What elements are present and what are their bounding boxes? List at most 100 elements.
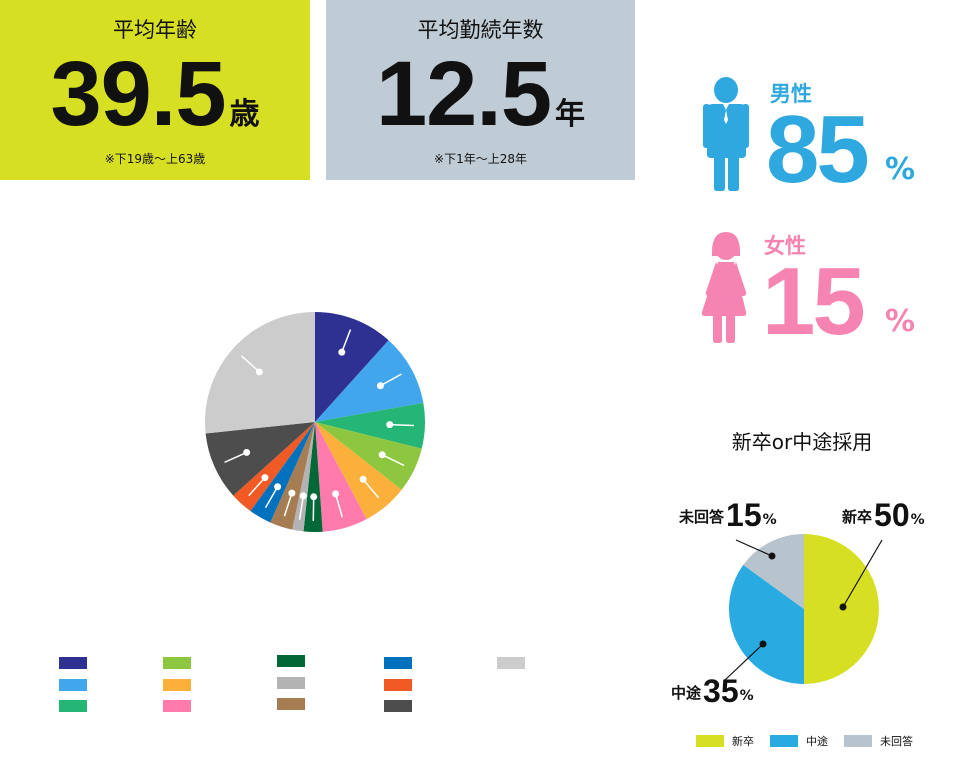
- hire-type-legend-midcareer: 中途: [770, 733, 828, 749]
- breakdown-pie-leader-4: [381, 454, 405, 467]
- hire-type-chart-title: 新卒or中途採用: [731, 430, 873, 454]
- breakdown-pie-slice-12: [205, 422, 315, 496]
- hire-type-legend-unanswered-swatch: [844, 735, 872, 747]
- male-label: 男性: [770, 82, 812, 106]
- hire-type-label-unanswered-name: 未回答: [679, 508, 725, 526]
- breakdown-legend-swatch-10: [384, 657, 412, 669]
- breakdown-legend-swatch-9: [277, 698, 305, 710]
- hire-type-legend-new-label: 新卒: [732, 735, 754, 748]
- breakdown-pie-leader-9: [283, 492, 293, 517]
- breakdown-legend-swatch-11: [384, 679, 412, 691]
- average-tenure-title: 平均勤続年数: [417, 18, 544, 42]
- breakdown-pie-dot-7: [310, 493, 318, 501]
- breakdown-pie-slice-6: [315, 422, 367, 532]
- breakdown-pie-slice-4: [315, 422, 422, 490]
- breakdown-pie-slice-7: [303, 422, 323, 533]
- average-age-title: 平均年齢: [113, 18, 197, 42]
- hire-type-label-unanswered: 未回答 15 %: [679, 497, 777, 533]
- average-age-unit: 歳: [229, 97, 260, 132]
- hire-type-label-midcareer: 中途 35 %: [671, 673, 754, 709]
- average-tenure-value: 12.5: [375, 43, 552, 145]
- breakdown-pie-slice-2: [315, 340, 424, 422]
- breakdown-pie-leader-2: [380, 373, 402, 387]
- hire-type-leader-unanswered: [735, 539, 773, 557]
- hire-type-legend-new: 新卒: [696, 733, 754, 749]
- hire-type-pie-slice-3: [743, 534, 804, 609]
- breakdown-pie-dot-1: [338, 348, 346, 356]
- breakdown-legend-swatch-6: [163, 700, 191, 712]
- hire-type-dot-unanswered: [768, 552, 776, 560]
- average-age-card: 平均年齢 39.5 歳 ※下19歳〜上63歳: [0, 0, 310, 180]
- hire-type-dot-new: [839, 603, 847, 611]
- breakdown-pie-leader-11: [248, 477, 266, 497]
- breakdown-pie-dot-9: [288, 489, 296, 497]
- breakdown-pie-slice-1: [315, 312, 389, 422]
- hire-type-leader-new: [842, 539, 883, 608]
- hire-type-label-midcareer-name: 中途: [671, 684, 702, 702]
- breakdown-legend-swatch-4: [163, 657, 191, 669]
- breakdown-pie-leader-6: [334, 493, 344, 518]
- breakdown-pie-slice-8: [292, 422, 315, 532]
- breakdown-pie-dot-8: [299, 492, 307, 500]
- breakdown-pie-dot-2: [376, 382, 384, 390]
- breakdown-pie-slice-9: [270, 422, 315, 530]
- breakdown-legend-swatch-3: [59, 700, 87, 712]
- breakdown-pie-leader-13: [240, 355, 260, 373]
- male-value: 85: [766, 96, 870, 203]
- average-age-value: 39.5: [50, 43, 226, 145]
- breakdown-pie-slice-3: [315, 402, 425, 449]
- male-unit: %: [885, 152, 916, 187]
- hire-type-label-new: 新卒 50 %: [842, 497, 925, 533]
- hire-type-label-unanswered-unit: %: [762, 512, 777, 528]
- breakdown-pie-leader-1: [341, 329, 352, 353]
- hire-type-label-midcareer-unit: %: [739, 688, 754, 704]
- breakdown-legend-swatch-1: [59, 657, 87, 669]
- breakdown-pie-dot-13: [255, 368, 263, 376]
- hire-type-legend-unanswered-label: 未回答: [880, 735, 913, 748]
- average-tenure-note: ※下1年〜上28年: [434, 152, 527, 166]
- hire-type-label-midcareer-value: 35: [703, 673, 739, 709]
- female-value: 15: [762, 248, 866, 355]
- breakdown-pie-dot-3: [386, 421, 394, 429]
- hire-type-legend-midcareer-label: 中途: [806, 735, 828, 748]
- average-tenure-unit: 年: [555, 97, 586, 132]
- breakdown-legend-swatch-13: [497, 657, 525, 669]
- female-label: 女性: [764, 234, 806, 258]
- breakdown-pie-dot-12: [243, 448, 251, 456]
- breakdown-pie-slice-11: [233, 422, 315, 511]
- breakdown-pie-leader-8: [298, 495, 305, 520]
- average-age-figure: 39.5 歳: [0, 44, 310, 140]
- breakdown-pie-slice-5: [315, 422, 402, 520]
- breakdown-legend-swatch-5: [163, 679, 191, 691]
- average-tenure-card: 平均勤続年数 12.5 年 ※下1年〜上28年: [326, 0, 635, 180]
- average-tenure-figure: 12.5 年: [326, 44, 635, 140]
- breakdown-pie-dot-11: [261, 474, 269, 482]
- breakdown-pie-leader-12: [224, 451, 247, 463]
- female-unit: %: [885, 304, 916, 339]
- breakdown-pie-dot-5: [359, 475, 367, 483]
- breakdown-pie-dot-10: [274, 483, 282, 491]
- hire-type-legend-unanswered: 未回答: [844, 733, 913, 749]
- hire-type-label-new-name: 新卒: [842, 508, 873, 526]
- hire-type-pie-slice-2: [729, 564, 804, 684]
- breakdown-legend-swatch-12: [384, 700, 412, 712]
- breakdown-pie-dot-6: [332, 490, 340, 498]
- breakdown-pie-leader-10: [264, 486, 279, 509]
- breakdown-pie-slice-10: [250, 422, 315, 523]
- average-age-note: ※下19歳〜上63歳: [104, 152, 206, 166]
- hire-type-legend-midcareer-swatch: [770, 735, 798, 747]
- hire-type-label-new-value: 50: [874, 497, 910, 533]
- breakdown-legend-swatch-2: [59, 679, 87, 691]
- breakdown-legend-swatch-7: [277, 655, 305, 667]
- hire-type-label-unanswered-value: 15: [726, 497, 762, 533]
- breakdown-pie-leader-5: [362, 478, 380, 499]
- breakdown-pie-leader-3: [389, 423, 414, 427]
- hire-type-leader-midcareer: [724, 643, 764, 681]
- breakdown-legend-swatch-8: [277, 677, 305, 689]
- hire-type-dot-midcareer: [759, 640, 767, 648]
- hire-type-legend-new-swatch: [696, 735, 724, 747]
- hire-type-label-new-unit: %: [910, 512, 925, 528]
- breakdown-pie-dot-4: [378, 451, 386, 459]
